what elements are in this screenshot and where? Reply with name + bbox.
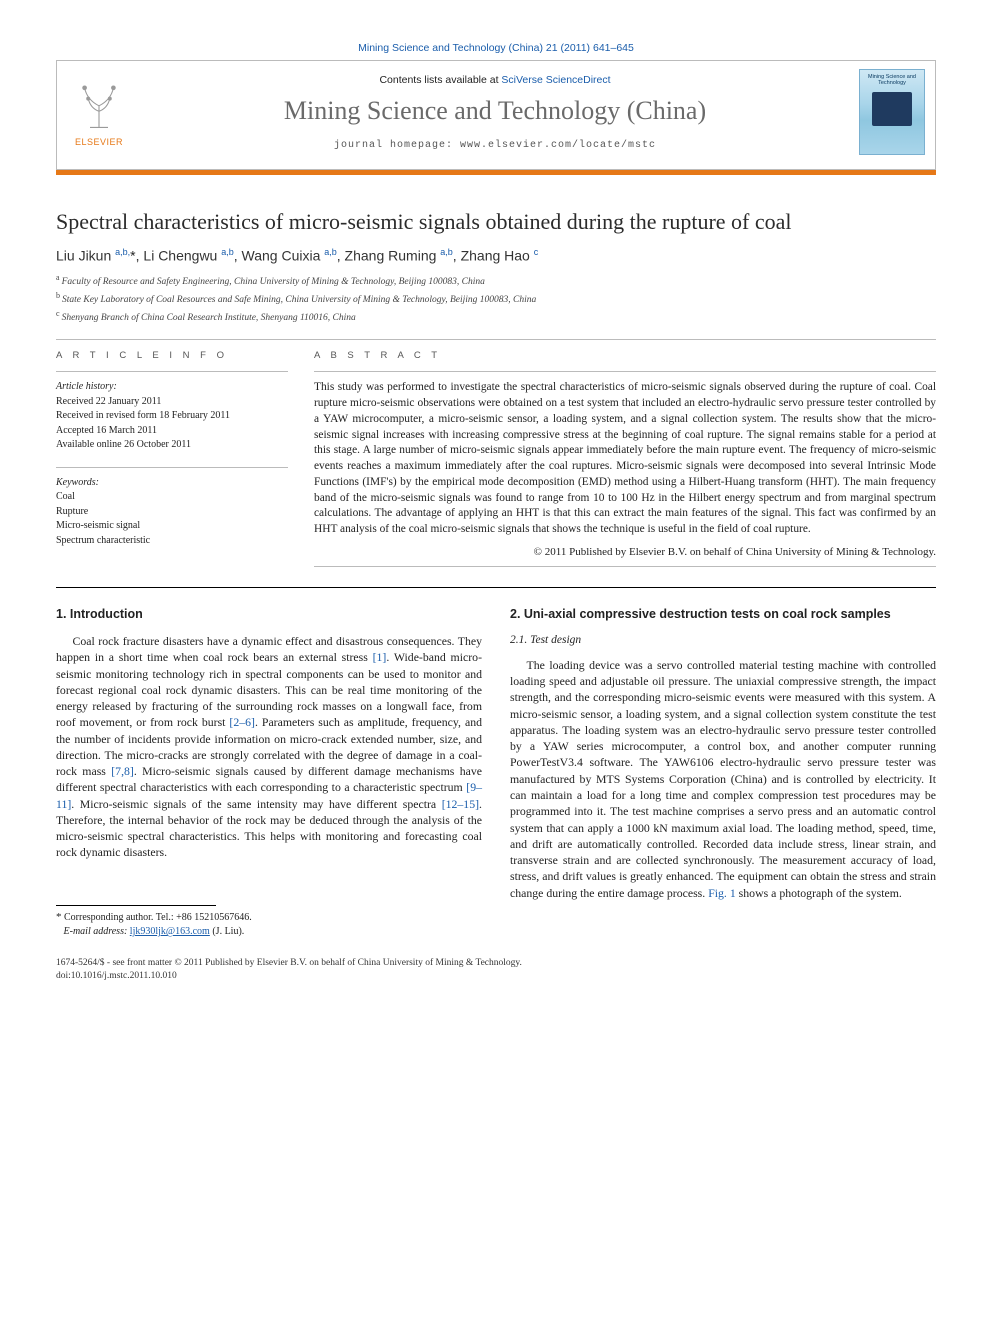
journal-name: Mining Science and Technology (China) bbox=[141, 96, 849, 126]
abstract-copyright: © 2011 Published by Elsevier B.V. on beh… bbox=[314, 546, 936, 558]
intro-paragraph: Coal rock fracture disasters have a dyna… bbox=[56, 633, 482, 861]
article-info-column: A R T I C L E I N F O Article history: R… bbox=[56, 350, 288, 566]
corresponding-text: Corresponding author. Tel.: +86 15210567… bbox=[64, 912, 252, 923]
right-column: 2. Uni-axial compressive destruction tes… bbox=[510, 606, 936, 939]
banner-accent-bar bbox=[56, 170, 936, 175]
front-matter-text: 1674-5264/$ - see front matter © 2011 Pu… bbox=[56, 957, 936, 970]
history-heading: Article history: bbox=[56, 380, 288, 395]
divider bbox=[314, 371, 936, 372]
contents-prefix: Contents lists available at bbox=[379, 74, 501, 86]
divider bbox=[56, 371, 288, 372]
section-heading-tests: 2. Uni-axial compressive destruction tes… bbox=[510, 606, 936, 623]
corresponding-email-link[interactable]: ljk930ljk@163.com bbox=[130, 926, 210, 937]
section-divider bbox=[56, 587, 936, 588]
front-matter-line: 1674-5264/$ - see front matter © 2011 Pu… bbox=[56, 957, 936, 983]
history-line: Available online 26 October 2011 bbox=[56, 438, 288, 453]
left-column: 1. Introduction Coal rock fracture disas… bbox=[56, 606, 482, 939]
publisher-logo: ELSEVIER bbox=[67, 77, 131, 147]
keyword: Micro-seismic signal bbox=[56, 519, 288, 534]
publisher-wordmark: ELSEVIER bbox=[75, 137, 123, 147]
journal-banner: ELSEVIER Contents lists available at Sci… bbox=[56, 60, 936, 170]
history-line: Received 22 January 2011 bbox=[56, 395, 288, 410]
article-info-heading: A R T I C L E I N F O bbox=[56, 350, 288, 361]
corresponding-footnote: * Corresponding author. Tel.: +86 152105… bbox=[56, 910, 482, 939]
doi-text: doi:10.1016/j.mstc.2011.10.010 bbox=[56, 970, 936, 983]
history-line: Received in revised form 18 February 201… bbox=[56, 409, 288, 424]
email-label: E-mail address: bbox=[64, 926, 128, 937]
divider bbox=[56, 467, 288, 468]
author-list: Liu Jikun a,b,*, Li Chengwu a,b, Wang Cu… bbox=[56, 247, 936, 264]
divider bbox=[314, 566, 936, 567]
running-citation: Mining Science and Technology (China) 21… bbox=[56, 42, 936, 54]
keyword: Spectrum characteristic bbox=[56, 534, 288, 549]
affiliation-list: aFaculty of Resource and Safety Engineer… bbox=[56, 272, 936, 326]
abstract-heading: A B S T R A C T bbox=[314, 350, 936, 361]
article-history: Article history: Received 22 January 201… bbox=[56, 380, 288, 453]
journal-cover-thumb: Mining Science and Technology bbox=[859, 69, 925, 155]
cover-photo-placeholder bbox=[872, 92, 912, 126]
journal-homepage-line: journal homepage: www.elsevier.com/locat… bbox=[141, 140, 849, 151]
keywords-heading: Keywords: bbox=[56, 476, 288, 491]
star-icon: * bbox=[56, 911, 62, 923]
subsection-heading: 2.1. Test design bbox=[510, 633, 936, 649]
footnote-separator bbox=[56, 905, 216, 906]
article-title: Spectral characteristics of micro-seismi… bbox=[56, 209, 936, 235]
test-design-paragraph: The loading device was a servo controlle… bbox=[510, 657, 936, 901]
divider bbox=[56, 339, 936, 340]
abstract-column: A B S T R A C T This study was performed… bbox=[314, 350, 936, 566]
history-line: Accepted 16 March 2011 bbox=[56, 424, 288, 439]
section-heading-intro: 1. Introduction bbox=[56, 606, 482, 623]
keywords-block: Keywords: Coal Rupture Micro-seismic sig… bbox=[56, 476, 288, 549]
email-attribution: (J. Liu). bbox=[212, 926, 244, 937]
body-columns: 1. Introduction Coal rock fracture disas… bbox=[56, 606, 936, 939]
keyword: Rupture bbox=[56, 505, 288, 520]
keyword: Coal bbox=[56, 490, 288, 505]
elsevier-tree-icon bbox=[72, 77, 126, 135]
abstract-text: This study was performed to investigate … bbox=[314, 380, 936, 537]
contents-lists-line: Contents lists available at SciVerse Sci… bbox=[141, 74, 849, 86]
cover-caption: Mining Science and Technology bbox=[860, 74, 924, 86]
sciencedirect-link[interactable]: SciVerse ScienceDirect bbox=[501, 74, 610, 86]
